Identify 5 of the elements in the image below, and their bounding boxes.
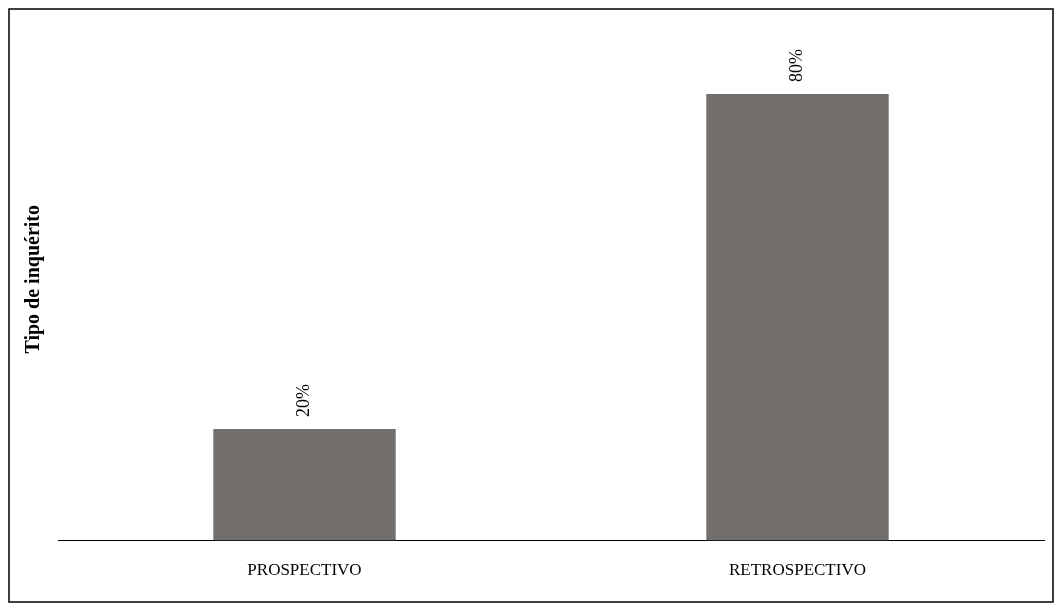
x-tick-label: PROSPECTIVO [247, 560, 362, 580]
data-label: 20% [293, 383, 314, 417]
data-label: 80% [786, 48, 807, 82]
x-tick-label: RETROSPECTIVO [729, 560, 866, 580]
y-axis-title: Tipo de inquérito [21, 205, 45, 354]
